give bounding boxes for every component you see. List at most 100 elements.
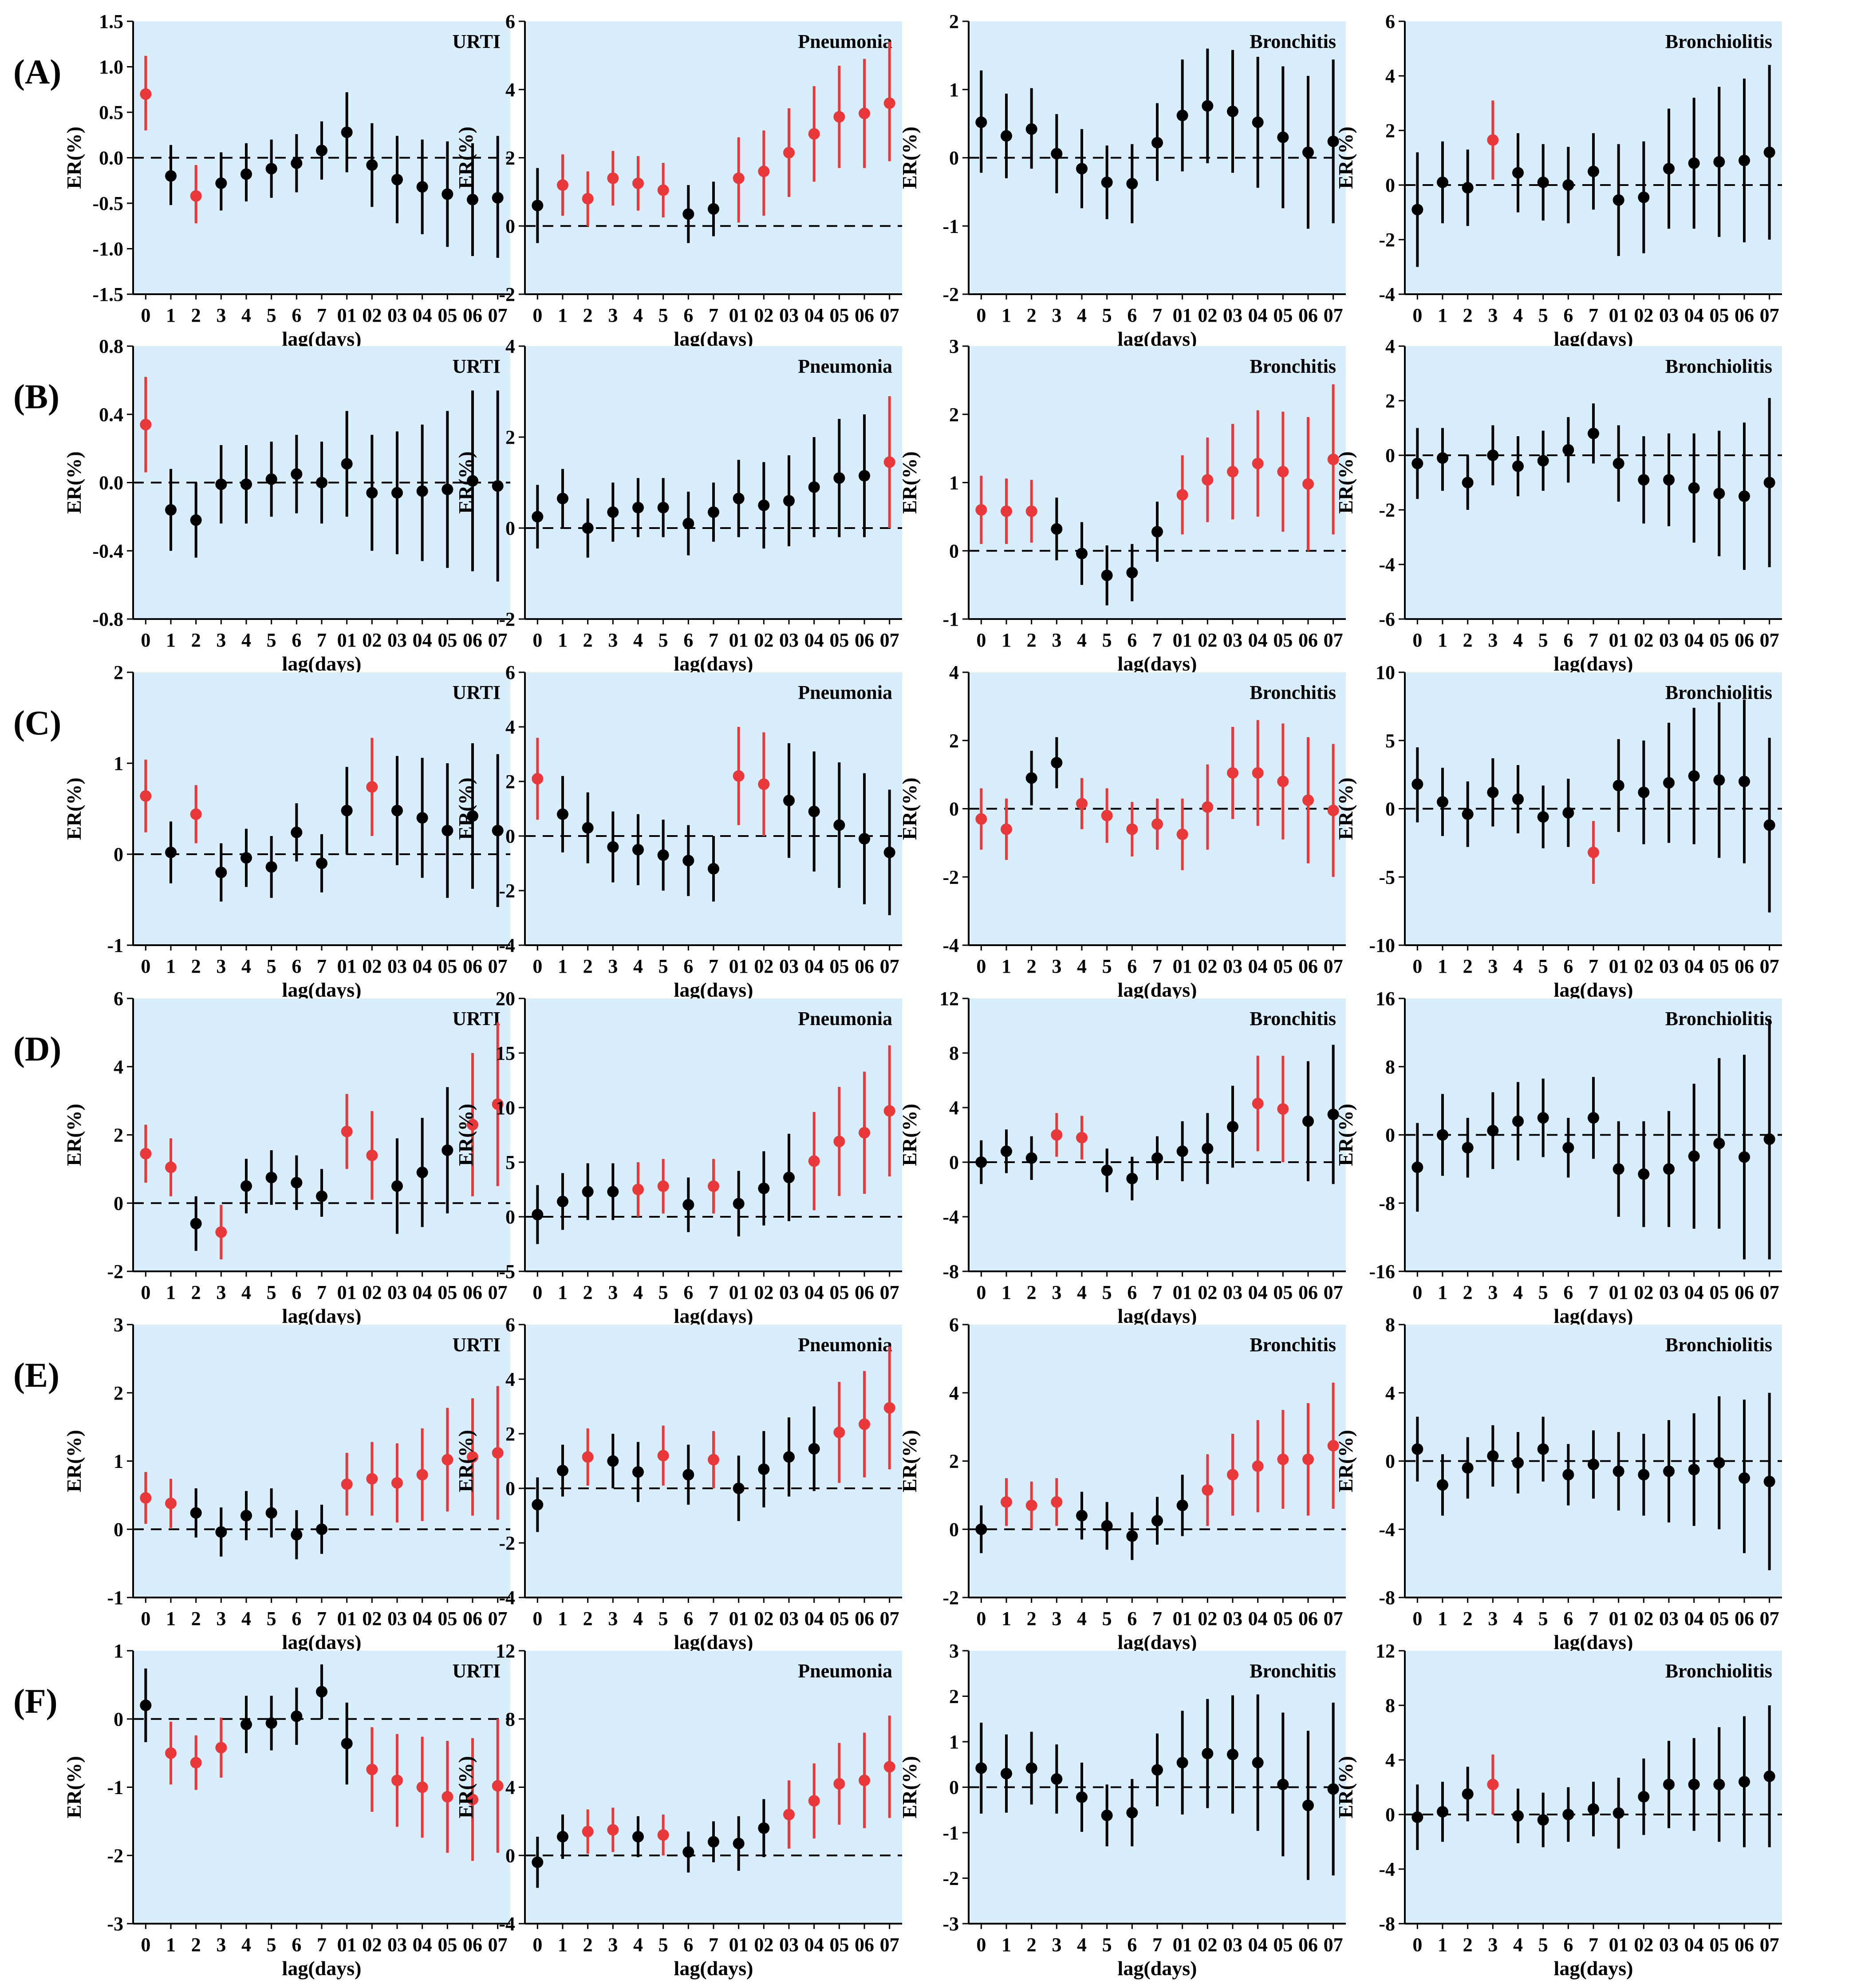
x-tick-label: 0 — [532, 1608, 542, 1629]
estimate-point — [1227, 1748, 1238, 1760]
y-tick-label: 0 — [114, 844, 123, 865]
y-tick-label: 0 — [505, 1206, 515, 1228]
estimate-point — [1512, 460, 1524, 472]
estimate-point — [1051, 1773, 1063, 1785]
x-tick-label: 6 — [292, 304, 301, 326]
estimate-point — [1739, 1472, 1750, 1484]
x-tick-label: 02 — [1198, 629, 1217, 651]
estimate-point — [1101, 1164, 1113, 1176]
y-tick-label: -0.5 — [92, 193, 123, 214]
x-tick-label: 04 — [1684, 1608, 1704, 1629]
y-tick-label: 6 — [505, 11, 515, 32]
estimate-point — [1001, 1145, 1012, 1157]
estimate-point — [783, 1809, 795, 1820]
y-tick-label: 6 — [1385, 11, 1395, 32]
x-tick-label: 04 — [1684, 629, 1704, 651]
y-tick-label: 2 — [114, 1124, 123, 1146]
x-tick-label: 7 — [709, 1282, 718, 1303]
estimate-point — [1638, 474, 1650, 486]
estimate-point — [833, 472, 845, 484]
x-tick-label: 03 — [387, 1282, 407, 1303]
estimate-point — [165, 1161, 177, 1173]
estimate-point — [190, 1757, 202, 1769]
x-tick-label: 2 — [1463, 1282, 1473, 1303]
y-tick-label: 0 — [114, 1519, 123, 1540]
estimate-point — [1688, 1779, 1700, 1791]
estimate-point — [1613, 1807, 1624, 1819]
x-tick-label: 5 — [267, 955, 276, 977]
estimate-point — [557, 1195, 568, 1207]
x-tick-label: 0 — [976, 1608, 986, 1629]
estimate-point — [1051, 1129, 1063, 1141]
x-tick-label: 1 — [558, 1282, 568, 1303]
panel-title: Pneumonia — [798, 355, 892, 377]
estimate-point — [859, 470, 870, 482]
x-tick-label: 05 — [829, 1608, 849, 1629]
x-tick-label: 05 — [1273, 1608, 1293, 1629]
estimate-point — [833, 1136, 845, 1148]
y-tick-label: 1 — [114, 753, 123, 774]
y-tick-label: 0 — [949, 540, 959, 562]
estimate-point — [442, 1454, 453, 1466]
estimate-point — [1739, 490, 1750, 502]
estimate-point — [1126, 1172, 1138, 1184]
x-tick-label: 0 — [1412, 955, 1422, 977]
estimate-point — [975, 1523, 987, 1535]
x-tick-label: 0 — [976, 629, 986, 651]
estimate-point — [165, 504, 177, 516]
x-tick-label: 01 — [1609, 1934, 1628, 1956]
x-tick-label: 05 — [438, 1282, 457, 1303]
x-tick-label: 07 — [488, 1608, 508, 1629]
x-tick-label: 03 — [1659, 629, 1679, 651]
estimate-point — [391, 1775, 403, 1787]
x-tick-label: 4 — [633, 304, 643, 326]
x-axis-title: lag(days) — [1118, 1957, 1197, 1980]
x-tick-label: 4 — [1513, 1282, 1523, 1303]
estimate-point — [1001, 130, 1012, 142]
estimate-point — [1101, 809, 1113, 821]
estimate-point — [1202, 1143, 1214, 1155]
estimate-point — [783, 146, 795, 158]
x-tick-label: 1 — [166, 1934, 176, 1956]
estimate-point — [758, 166, 770, 178]
y-tick-label: 1.5 — [99, 11, 123, 32]
x-tick-label: 7 — [709, 955, 718, 977]
estimate-point — [1562, 1809, 1574, 1820]
y-tick-label: 0 — [505, 215, 515, 237]
y-tick-label: 2 — [949, 1686, 959, 1708]
plot-area — [133, 672, 510, 945]
estimate-point — [1462, 808, 1474, 820]
y-tick-label: -1 — [942, 1822, 959, 1844]
x-tick-label: 06 — [855, 1608, 874, 1629]
x-tick-label: 4 — [1077, 304, 1087, 326]
y-tick-label: 4 — [1385, 335, 1395, 357]
x-tick-label: 1 — [1001, 629, 1011, 651]
estimate-point — [1512, 1810, 1524, 1822]
x-tick-label: 4 — [1077, 629, 1087, 651]
x-tick-label: 03 — [779, 629, 799, 651]
y-tick-label: -4 — [942, 935, 959, 956]
y-tick-label: 0 — [949, 798, 959, 820]
row-label: (C) — [13, 703, 61, 742]
estimate-point — [366, 781, 378, 793]
estimate-point — [557, 808, 568, 820]
x-tick-label: 7 — [709, 1608, 718, 1629]
x-tick-label: 02 — [1198, 955, 1217, 977]
x-tick-label: 01 — [729, 629, 749, 651]
x-tick-label: 02 — [1198, 1934, 1217, 1956]
estimate-point — [1302, 478, 1314, 490]
x-tick-label: 06 — [1735, 304, 1754, 326]
x-tick-label: 7 — [709, 629, 718, 651]
y-tick-label: -6 — [1379, 608, 1395, 630]
estimate-point — [1227, 767, 1238, 779]
estimate-point — [1411, 1443, 1423, 1455]
panel-title: Pneumonia — [798, 1660, 892, 1682]
estimate-point — [1588, 1803, 1599, 1815]
y-axis-title: ER(%) — [898, 1430, 921, 1492]
estimate-point — [733, 770, 745, 782]
estimate-point — [316, 1523, 327, 1535]
